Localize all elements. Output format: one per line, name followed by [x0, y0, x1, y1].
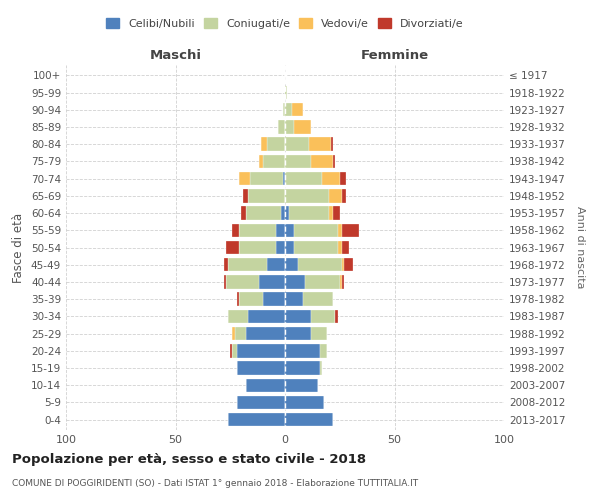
Bar — [268, 258, 285, 272]
Bar — [226, 275, 259, 288]
Bar — [311, 310, 335, 323]
Bar — [285, 86, 287, 100]
Bar — [285, 258, 298, 272]
Bar — [285, 378, 318, 392]
Bar — [285, 292, 302, 306]
Bar — [342, 258, 344, 272]
Bar — [237, 362, 285, 374]
Bar — [228, 310, 248, 323]
Text: COMUNE DI POGGIRIDENTI (SO) - Dati ISTAT 1° gennaio 2018 - Elaborazione TUTTITAL: COMUNE DI POGGIRIDENTI (SO) - Dati ISTAT… — [12, 479, 418, 488]
Bar — [230, 344, 232, 358]
Bar — [245, 378, 285, 392]
Bar — [322, 172, 340, 186]
Bar — [285, 275, 305, 288]
Bar — [245, 206, 281, 220]
Bar — [342, 241, 349, 254]
Bar — [239, 224, 276, 237]
Text: Popolazione per età, sesso e stato civile - 2018: Popolazione per età, sesso e stato civil… — [12, 452, 366, 466]
Bar — [245, 327, 285, 340]
Bar — [285, 172, 322, 186]
Bar — [329, 206, 333, 220]
Bar — [261, 138, 268, 151]
Bar — [278, 120, 285, 134]
Bar — [309, 138, 331, 151]
Bar — [320, 362, 322, 374]
Bar — [305, 275, 340, 288]
Bar — [342, 275, 344, 288]
Bar — [285, 362, 320, 374]
Bar — [302, 292, 333, 306]
Bar — [228, 413, 285, 426]
Bar — [239, 292, 263, 306]
Bar — [329, 189, 342, 202]
Bar — [235, 327, 245, 340]
Bar — [294, 224, 338, 237]
Bar — [237, 344, 285, 358]
Legend: Celibi/Nubili, Coniugati/e, Vedovi/e, Divorziati/e: Celibi/Nubili, Coniugati/e, Vedovi/e, Di… — [102, 14, 468, 34]
Y-axis label: Fasce di età: Fasce di età — [13, 212, 25, 282]
Bar — [285, 344, 320, 358]
Bar — [259, 154, 263, 168]
Bar — [285, 224, 294, 237]
Bar — [276, 224, 285, 237]
Bar — [338, 241, 342, 254]
Bar — [331, 138, 333, 151]
Bar — [263, 292, 285, 306]
Bar — [285, 396, 325, 409]
Bar — [311, 327, 326, 340]
Bar — [311, 154, 333, 168]
Bar — [285, 103, 292, 117]
Bar — [232, 327, 235, 340]
Bar — [285, 327, 311, 340]
Bar — [244, 189, 248, 202]
Bar — [239, 241, 276, 254]
Bar — [338, 224, 342, 237]
Bar — [292, 103, 302, 117]
Bar — [285, 120, 294, 134]
Bar — [276, 241, 285, 254]
Bar — [232, 224, 239, 237]
Text: Maschi: Maschi — [149, 48, 202, 62]
Bar — [263, 154, 285, 168]
Bar — [248, 189, 285, 202]
Bar — [283, 103, 285, 117]
Bar — [241, 206, 245, 220]
Bar — [259, 275, 285, 288]
Bar — [344, 258, 353, 272]
Bar — [226, 241, 239, 254]
Bar — [232, 344, 237, 358]
Bar — [285, 206, 289, 220]
Bar — [283, 172, 285, 186]
Bar — [342, 224, 359, 237]
Bar — [237, 396, 285, 409]
Bar — [333, 154, 335, 168]
Bar — [237, 292, 239, 306]
Bar — [320, 344, 326, 358]
Bar — [239, 172, 250, 186]
Bar — [285, 138, 309, 151]
Bar — [340, 275, 342, 288]
Bar — [298, 258, 342, 272]
Bar — [224, 275, 226, 288]
Text: Femmine: Femmine — [361, 48, 428, 62]
Bar — [285, 241, 294, 254]
Bar — [285, 154, 311, 168]
Y-axis label: Anni di nascita: Anni di nascita — [575, 206, 585, 289]
Bar — [342, 189, 346, 202]
Bar — [285, 310, 311, 323]
Bar — [248, 310, 285, 323]
Bar — [228, 258, 268, 272]
Bar — [250, 172, 283, 186]
Bar — [289, 206, 329, 220]
Bar — [335, 310, 338, 323]
Bar — [268, 138, 285, 151]
Bar — [224, 258, 228, 272]
Bar — [333, 206, 340, 220]
Bar — [285, 413, 333, 426]
Bar — [294, 120, 311, 134]
Bar — [285, 189, 329, 202]
Bar — [281, 206, 285, 220]
Bar — [340, 172, 346, 186]
Bar — [294, 241, 338, 254]
